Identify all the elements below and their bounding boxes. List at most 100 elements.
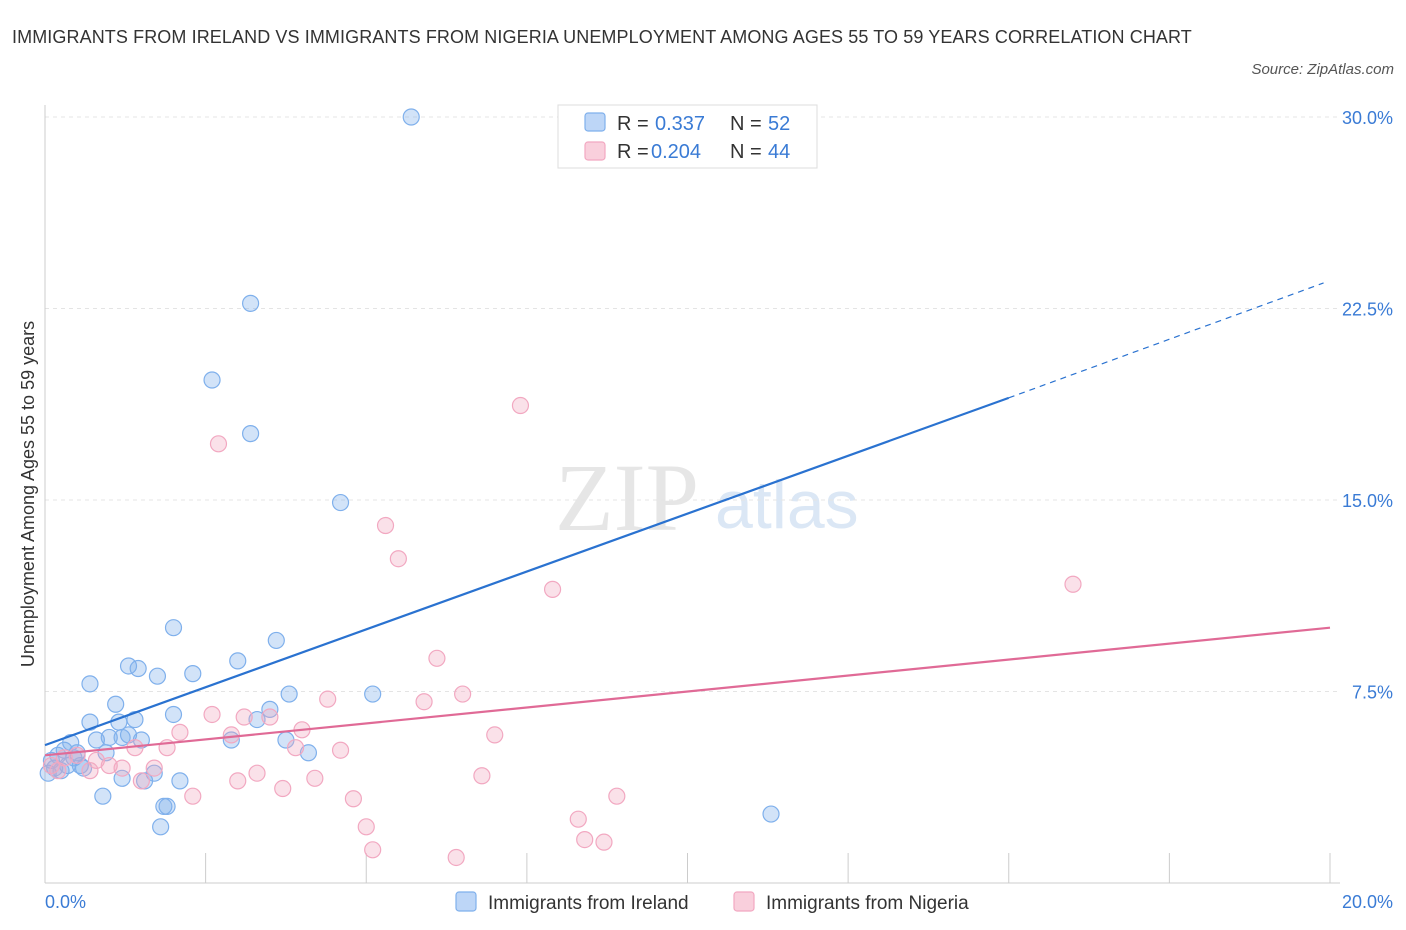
nigeria-point [415,693,433,711]
nigeria-point [113,759,131,777]
nigeria-point [145,759,163,777]
watermark: ZIP atlas [555,444,859,551]
nigeria-point [576,830,594,849]
y-tick-label: 7.5% [1352,683,1393,703]
nigeria-point [319,690,337,708]
nigeria-point [100,756,118,775]
nigeria-point [1064,575,1082,593]
ireland-point [229,652,247,670]
nigeria-point [184,787,202,805]
series-legend-label-ireland: Immigrants from Ireland [488,893,689,914]
nigeria-points [42,396,1082,867]
ireland-point [113,769,131,787]
nigeria-point [261,708,279,726]
nigeria-point [286,739,305,757]
stats-legend: R = 0.337 N = 52 R = 0.204 N = 44 [557,104,818,169]
series-legend-swatch-ireland [455,891,477,912]
ireland-point [119,657,138,675]
ireland-point [148,667,167,685]
nigeria-point [132,772,150,790]
ireland-point [164,619,183,637]
nigeria-point [569,810,587,828]
ireland-point [81,713,99,731]
nigeria-point [68,746,86,764]
nigeria-point [229,772,247,790]
watermark-atlas: atlas [715,467,859,543]
nigeria-point [209,435,228,453]
ireland-point [762,805,780,823]
series-legend: Immigrants from Ireland Immigrants from … [455,891,969,914]
nigeria-point [428,649,446,667]
nigeria-point [274,779,292,798]
nigeria-point [331,741,350,759]
nigeria-point [389,550,407,568]
ireland-point [81,675,99,693]
trend-lines [44,282,1331,757]
legend-r-value-nigeria: 0.204 [651,141,701,163]
nigeria-point [511,396,530,415]
y-axis-label: Unemployment Among Ages 55 to 59 years [18,321,38,667]
legend-r-label-nigeria: R = [617,141,649,163]
nigeria-point [473,767,491,785]
nigeria-point [344,790,362,808]
gridlines [45,116,1340,692]
ireland-point [145,764,163,782]
ireland-point [267,631,285,650]
ireland-point [71,756,89,775]
nigeria-point [454,685,472,703]
nigeria-point [235,708,253,726]
nigeria-point [608,787,626,805]
chart-title: IMMIGRANTS FROM IRELAND VS IMMIGRANTS FR… [12,27,1192,47]
ireland-point [280,685,298,703]
ireland-point [364,685,382,703]
nigeria-point [222,726,240,744]
legend-n-value-nigeria: 44 [768,141,790,163]
ireland-point [171,772,189,790]
ireland-trend-line [44,396,1010,747]
nigeria-point [248,764,266,782]
watermark-zip: ZIP [555,444,699,551]
x-tick-label-max: 20.0% [1342,892,1393,912]
nigeria-trend-line [44,626,1331,757]
y-tick-label: 30.0% [1342,108,1393,128]
nigeria-point [306,769,324,787]
ireland-point [184,665,202,683]
y-tick-labels: 7.5% 15.0% 22.5% 30.0% [1342,108,1393,703]
legend-r-label-ireland: R = [617,113,649,135]
ireland-point [242,425,260,443]
nigeria-point [595,833,613,851]
nigeria-point [357,818,375,836]
nigeria-point [486,726,504,744]
ireland-point [164,705,183,724]
ireland-point [152,818,170,836]
x-axis-ticks [44,853,1331,883]
nigeria-point [447,848,465,867]
chart-source: Source: ZipAtlas.com [1251,61,1394,78]
y-tick-label: 15.0% [1342,491,1393,511]
ireland-point [402,108,420,126]
ireland-point [331,493,350,512]
legend-n-label-ireland: N = [730,113,762,135]
legend-n-value-ireland: 52 [768,113,790,135]
series-legend-swatch-nigeria [733,891,755,912]
nigeria-point [171,723,189,741]
ireland-point [248,710,266,729]
nigeria-point [543,580,562,598]
ireland-trend-extension [1008,282,1324,399]
nigeria-point [203,705,221,724]
legend-n-label-nigeria: N = [730,141,762,163]
x-tick-label-min: 0.0% [45,892,86,912]
nigeria-point [81,762,99,780]
ireland-point [113,728,131,747]
ireland-point [87,731,106,749]
legend-swatch-nigeria [584,141,606,161]
nigeria-point [376,516,395,535]
y-tick-label: 22.5% [1342,300,1393,320]
series-legend-label-nigeria: Immigrants from Nigeria [766,893,969,914]
ireland-point [203,371,221,389]
ireland-point [129,659,147,678]
ireland-point [94,787,112,805]
ireland-point [242,294,260,312]
legend-swatch-ireland [584,112,606,132]
